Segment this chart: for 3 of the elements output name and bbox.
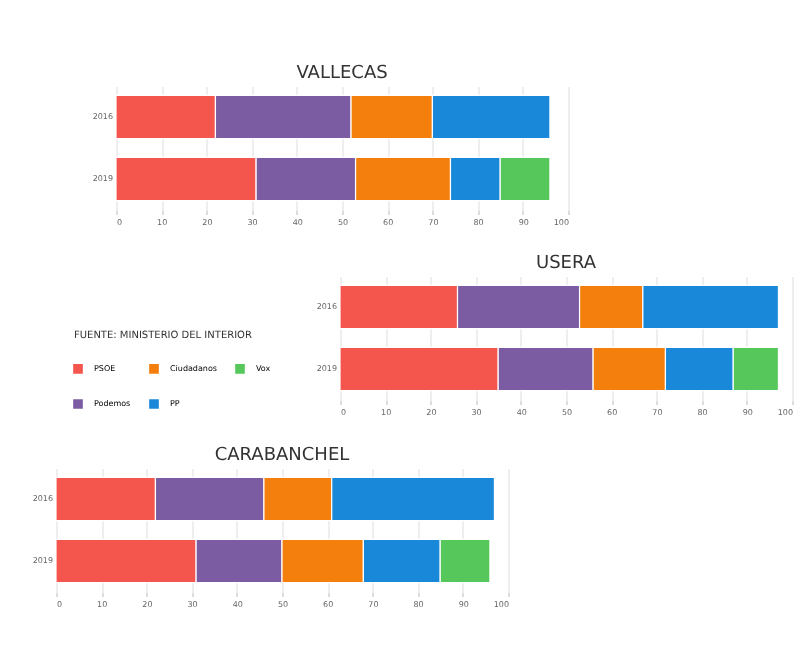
chart-title: USERA bbox=[535, 254, 598, 274]
chart-title: CARABANCHEL bbox=[214, 446, 350, 466]
chart-title: VALLECAS bbox=[296, 64, 389, 84]
